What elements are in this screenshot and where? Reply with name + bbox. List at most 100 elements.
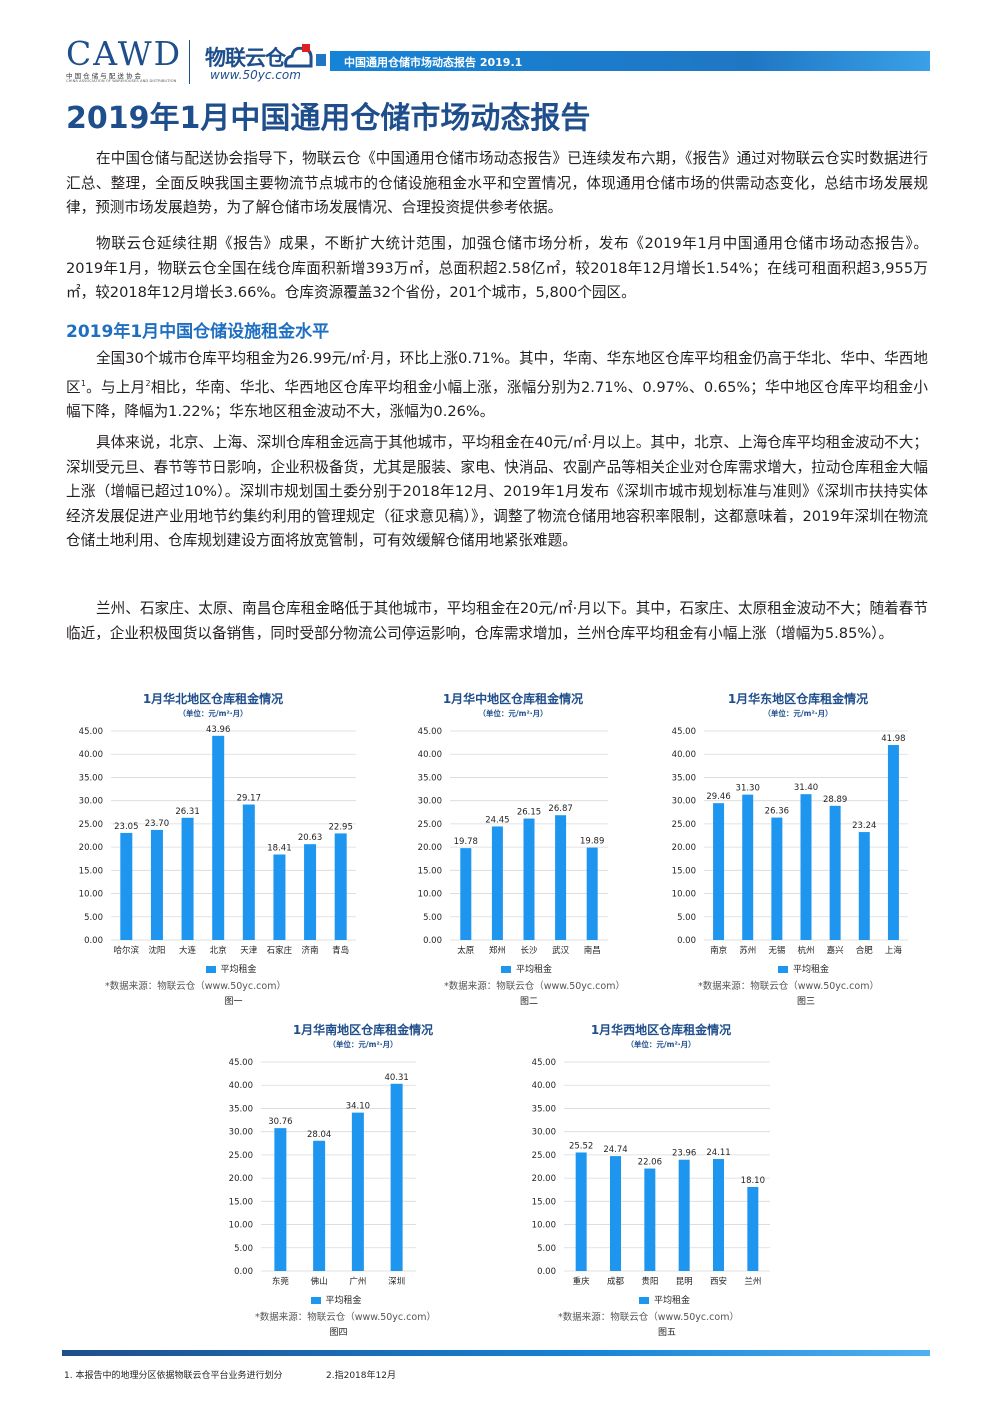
bar [887,745,899,940]
bar [800,794,812,940]
data-label: 19.78 [454,837,478,847]
bar [575,1152,587,1271]
bar [610,1156,621,1271]
chart-unit: （单位：元/m²·月） [626,1040,696,1049]
y-tick-label: 25.00 [532,1151,556,1161]
cawd-subtitle-en: CHINA ASSOCIATION OF WAREHOUSES AND DIST… [66,79,177,83]
bar [242,804,255,940]
chart-central: 1月华中地区仓库租金情况 （单位：元/m²·月） 45.00 40.00 35.00 30… [366,686,660,1008]
cloud-icon [284,44,313,68]
bar [491,826,503,940]
x-tick-label: 杭州 [797,945,814,956]
header-bar-mark [316,54,326,66]
legend-swatch [501,966,511,973]
x-tick-label: 重庆 [573,1276,591,1287]
chart-unit: （单位：元/m²·月） [328,1040,398,1049]
header-bar-text: 中国通用仓储市场动态报告 2019.1 [344,56,523,69]
x-tick-label: 昆明 [676,1277,693,1287]
chart-plot: 45.00 40.00 35.00 30.00 25.00 20.00 15.00 10.00… [672,727,908,956]
bar [747,1186,759,1271]
bar [181,817,194,940]
bar [274,1128,287,1271]
data-label: 28.04 [307,1130,331,1140]
x-tick-label: 兰州 [744,1276,761,1287]
legend-label: 平均租金 [654,1296,691,1306]
y-tick-label: 0.00 [234,1267,253,1277]
x-tick-label: 成都 [607,1276,625,1287]
y-tick-label: 0.00 [537,1267,556,1277]
chart-caption: 图二 [519,997,538,1007]
y-tick-label: 40.00 [229,1081,253,1091]
y-tick-label: 15.00 [229,1197,253,1207]
bar [678,1159,690,1271]
y-tick-label: 30.00 [418,797,442,807]
x-tick-label: 武汉 [552,945,570,956]
y-tick-label: 0.00 [677,936,696,946]
chart-source: *数据来源：物联云仓（www.50yc.com） [105,981,286,992]
bar [713,1159,724,1271]
legend-swatch [310,1297,321,1304]
data-label: 23.96 [672,1149,696,1159]
rent-overview-text-b: 。与上月 [85,378,146,396]
data-label: 28.89 [823,795,847,805]
y-tick-label: 15.00 [672,866,696,876]
legend-label: 平均租金 [793,965,830,975]
y-tick-label: 45.00 [672,727,696,737]
chart-plot: 45.00 40.00 35.00 30.00 25.00 20.00 15.00 10.00… [418,727,608,956]
y-tick-label: 35.00 [79,773,103,783]
footnote-1: 1. 本报告中的地理分区依据物联云仓平台业务进行划分 [64,1371,283,1381]
chart-south: 1月华南地区仓库租金情况 （单位：元/m²·月） 45.00 40.00 35.00 30… [216,1017,510,1339]
x-tick-label: 济南 [302,945,319,956]
data-label: 22.06 [638,1158,662,1168]
data-label: 31.40 [794,783,818,793]
x-tick-label: 贵阳 [641,1276,658,1287]
x-tick-label: 北京 [210,945,227,956]
data-label: 26.15 [517,808,541,818]
rent-overview-text-c: 相比，华南、华北、华西地区仓库平均租金小幅上涨，涨幅分别为2.71%、0.97%… [66,378,928,420]
bar [304,844,317,940]
chart-caption: 图一 [224,997,243,1007]
chart-east: 1月华东地区仓库租金情况 （单位：元/m²·月） 45.00 40.00 35.00 30… [666,686,930,1008]
y-tick-label: 20.00 [672,843,696,853]
data-label: 18.41 [267,843,291,853]
bar [523,818,535,940]
y-tick-label: 25.00 [79,820,103,830]
y-tick-label: 40.00 [532,1081,556,1091]
chart-plot: 45.00 40.00 35.00 30.00 25.00 20.00 15.00 10.00… [229,1058,416,1287]
data-label: 40.31 [384,1073,408,1083]
x-tick-label: 广州 [349,1276,366,1287]
y-tick-label: 20.00 [79,843,103,853]
bar [150,829,163,940]
rent-overview-paragraph: 全国30个城市仓库平均租金为26.99元/㎡·月，环比上涨0.71%。其中，华南… [66,347,928,424]
footer-bar [62,1350,930,1356]
x-tick-label: 郑州 [489,945,506,956]
chart-legend: 平均租金 [778,962,829,975]
y-tick-label: 35.00 [672,773,696,783]
x-tick-label: 天津 [240,945,258,956]
section-title: 2019年1月中国仓储设施租金水平 [66,322,330,342]
legend-label: 平均租金 [516,965,553,975]
bar [771,817,783,940]
data-label: 29.17 [237,794,261,804]
chart-title: 1月华南地区仓库租金情况 [292,1023,434,1037]
bar [555,815,567,940]
data-label: 30.76 [268,1117,292,1127]
bar [390,1083,403,1271]
footnote-2: 2.指2018年12月 [326,1371,396,1381]
data-label: 29.46 [706,792,730,802]
legend-label: 平均租金 [220,965,257,975]
chart-unit: （单位：元/m²·月） [178,709,248,718]
y-tick-label: 15.00 [418,866,442,876]
wulian-logo: 物联云仓 [205,46,286,70]
y-tick-label: 0.00 [84,936,103,946]
chart-title: 1月华北地区仓库租金情况 [142,692,284,706]
y-tick-label: 10.00 [672,890,696,900]
bar [273,854,286,940]
chart-caption: 图三 [796,997,815,1007]
chart-caption: 图五 [657,1328,676,1338]
y-tick-label: 0.00 [423,936,442,946]
city-detail-paragraph: 具体来说，北京、上海、深圳仓库租金远高于其他城市，平均租金在40元/㎡·月以上。… [66,434,928,549]
legend-label: 平均租金 [325,1296,362,1306]
x-tick-label: 太原 [457,945,474,956]
chart-source: *数据来源：物联云仓（www.50yc.com） [444,981,625,992]
